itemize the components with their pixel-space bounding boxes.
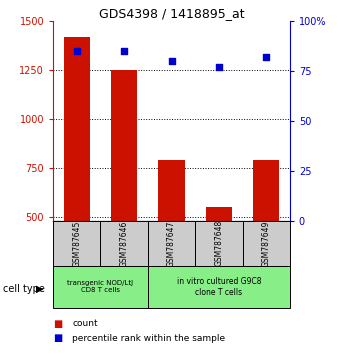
Text: ■: ■ <box>53 333 62 343</box>
Bar <box>158 160 185 221</box>
Text: ■: ■ <box>53 319 62 329</box>
Text: GSM787645: GSM787645 <box>72 220 81 267</box>
Point <box>74 48 80 54</box>
Text: GSM787649: GSM787649 <box>262 220 271 267</box>
Bar <box>148 221 195 266</box>
Text: in vitro cultured G9C8
clone T cells: in vitro cultured G9C8 clone T cells <box>177 277 261 297</box>
Text: count: count <box>72 319 98 329</box>
Bar <box>148 266 290 308</box>
Point <box>169 58 174 64</box>
Bar <box>243 221 290 266</box>
Point <box>121 48 127 54</box>
Bar <box>53 221 100 266</box>
Bar <box>195 221 243 266</box>
Point <box>263 55 269 60</box>
Bar <box>111 70 137 221</box>
Text: ▶: ▶ <box>36 284 43 293</box>
Title: GDS4398 / 1418895_at: GDS4398 / 1418895_at <box>99 7 244 20</box>
Bar <box>53 266 148 308</box>
Text: GSM787648: GSM787648 <box>214 220 223 267</box>
Text: GSM787647: GSM787647 <box>167 220 176 267</box>
Bar <box>64 37 90 221</box>
Bar <box>206 206 232 221</box>
Text: transgenic NOD/LtJ
CD8 T cells: transgenic NOD/LtJ CD8 T cells <box>68 280 133 293</box>
Bar <box>100 221 148 266</box>
Text: cell type: cell type <box>3 284 45 293</box>
Text: percentile rank within the sample: percentile rank within the sample <box>72 333 225 343</box>
Text: GSM787646: GSM787646 <box>120 220 129 267</box>
Point <box>216 64 222 70</box>
Bar <box>253 160 279 221</box>
